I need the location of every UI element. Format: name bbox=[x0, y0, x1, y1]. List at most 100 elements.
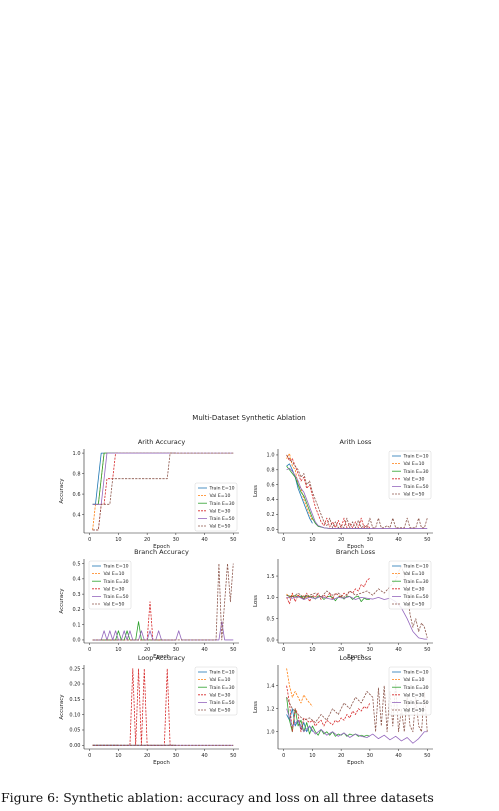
arith-loss-ylabel: Loss bbox=[253, 485, 259, 497]
branch-loss-ytick-label: 0.5 bbox=[267, 616, 275, 622]
arith-loss-legend-label: Train E=30 bbox=[403, 469, 429, 475]
loop-loss-legend-label: Train E=30 bbox=[403, 685, 429, 691]
loop-loss-series-2 bbox=[287, 668, 313, 706]
arith-accuracy-ytick-label: 0.6 bbox=[73, 492, 81, 498]
branch-loss-legend-label: Train E=50 bbox=[403, 594, 429, 600]
branch-accuracy-xtick-label: 40 bbox=[201, 647, 207, 653]
arith-accuracy-xtick-label: 50 bbox=[230, 537, 236, 543]
arith-accuracy-xtick-label: 10 bbox=[115, 537, 121, 543]
branch-accuracy-xtick-label: 30 bbox=[173, 647, 179, 653]
arith-loss-ytick-label: 0.4 bbox=[267, 497, 275, 503]
branch-accuracy-ytick-label: 0.3 bbox=[73, 592, 81, 598]
arith-accuracy-xtick-label: 0 bbox=[88, 537, 91, 543]
loop-loss-ytick-label: 1.0 bbox=[267, 729, 275, 735]
arith-accuracy-ylabel: Accuracy bbox=[59, 478, 65, 504]
loop-accuracy-legend-label: Train E=10 bbox=[209, 670, 235, 676]
loop-accuracy-ytick-label: 0.00 bbox=[69, 743, 80, 749]
branch-accuracy-legend-label: Val E=50 bbox=[104, 602, 125, 608]
branch-loss-ytick-label: 1.5 bbox=[267, 574, 275, 580]
arith-accuracy-ytick-label: 0.8 bbox=[73, 471, 81, 477]
arith-accuracy-series-1 bbox=[93, 453, 119, 504]
loop-accuracy-xtick-label: 20 bbox=[144, 753, 150, 759]
arith-loss-xtick-label: 50 bbox=[424, 537, 430, 543]
branch-accuracy-panel: Branch Accuracy 0 10 20 30 40 50 0.0 0.1 0.2 0.3 0.… bbox=[59, 548, 239, 660]
loop-loss-xtick-label: 30 bbox=[367, 753, 373, 759]
arith-accuracy-series-4 bbox=[93, 453, 176, 530]
loop-accuracy-title: Loop Accuracy bbox=[138, 654, 185, 662]
branch-loss-xtick-label: 50 bbox=[424, 647, 430, 653]
arith-loss-ytick-label: 0.8 bbox=[267, 468, 275, 474]
branch-accuracy-legend-label: Val E=30 bbox=[104, 586, 125, 592]
branch-accuracy-legend-label: Train E=50 bbox=[103, 594, 129, 600]
loop-loss-xtick-label: 0 bbox=[282, 753, 285, 759]
arith-loss-xtick-label: 20 bbox=[338, 537, 344, 543]
arith-accuracy-xtick-label: 30 bbox=[173, 537, 179, 543]
arith-accuracy-legend-label: Train E=30 bbox=[209, 501, 235, 507]
arith-loss-legend-label: Val E=50 bbox=[404, 492, 425, 498]
branch-loss-ytick-label: 0.0 bbox=[267, 638, 275, 644]
arith-loss-legend-label: Val E=30 bbox=[404, 476, 425, 482]
loop-accuracy-xtick-label: 30 bbox=[173, 753, 179, 759]
arith-loss-legend-label: Train E=10 bbox=[403, 454, 429, 460]
arith-accuracy-title: Arith Accuracy bbox=[138, 438, 185, 446]
loop-loss-title: Loop Loss bbox=[340, 654, 373, 662]
branch-accuracy-ytick-label: 0.0 bbox=[73, 638, 81, 644]
loop-loss-legend-label: Val E=10 bbox=[404, 677, 425, 683]
loop-accuracy-legend-label: Val E=30 bbox=[210, 692, 231, 698]
branch-loss-legend-label: Val E=10 bbox=[404, 571, 425, 577]
branch-loss-xtick-label: 20 bbox=[338, 647, 344, 653]
loop-loss-xlabel: Epoch bbox=[347, 760, 364, 766]
arith-loss-series-2 bbox=[287, 453, 313, 520]
loop-accuracy-ytick-label: 0.25 bbox=[69, 666, 80, 672]
loop-accuracy-panel: Loop Accuracy0 10 20 30 40 500.000.050.100.15… bbox=[59, 654, 239, 766]
branch-loss-ytick-label: 1.0 bbox=[267, 595, 275, 601]
loop-accuracy-legend-label: Train E=50 bbox=[209, 700, 235, 706]
loop-accuracy-legend-label: Val E=50 bbox=[210, 708, 231, 714]
loop-loss-xtick-label: 20 bbox=[338, 753, 344, 759]
arith-loss-xtick-label: 0 bbox=[282, 537, 285, 543]
loop-loss-legend-label: Val E=50 bbox=[404, 708, 425, 714]
branch-loss-legend-label: Val E=50 bbox=[404, 602, 425, 608]
branch-loss-ylabel: Loss bbox=[253, 595, 259, 607]
loop-loss-xtick-label: 40 bbox=[395, 753, 401, 759]
loop-loss-xtick-label: 50 bbox=[424, 753, 430, 759]
branch-loss-legend-label: Train E=10 bbox=[403, 564, 429, 570]
branch-accuracy-xtick-label: 10 bbox=[115, 647, 121, 653]
figure-caption-text: Figure 6: Synthetic ablation: accuracy a… bbox=[1, 790, 434, 805]
branch-accuracy-xtick-label: 0 bbox=[88, 647, 91, 653]
branch-accuracy-ytick-label: 0.1 bbox=[73, 622, 81, 628]
loop-loss-legend-label: Val E=30 bbox=[404, 692, 425, 698]
arith-accuracy-xtick-label: 40 bbox=[201, 537, 207, 543]
arith-loss-legend-label: Val E=10 bbox=[404, 461, 425, 467]
branch-loss-title: Branch Loss bbox=[336, 548, 376, 556]
loop-accuracy-xtick-label: 50 bbox=[230, 753, 236, 759]
loop-loss-ytick-label: 1.4 bbox=[267, 683, 275, 689]
loop-loss-legend-label: Train E=10 bbox=[403, 670, 429, 676]
loop-loss-series-3 bbox=[287, 697, 370, 736]
arith-loss-ytick-label: 0.2 bbox=[267, 512, 275, 518]
arith-accuracy-legend-label: Val E=10 bbox=[210, 493, 231, 499]
branch-loss-series-4 bbox=[287, 578, 370, 604]
arith-accuracy-ytick-label: 0.4 bbox=[73, 512, 81, 518]
loop-loss-panel: Loop Loss 0 10 20 30 40 50 1.0 1.2 1.4 Epoch Loss Tr… bbox=[253, 654, 433, 766]
arith-accuracy-legend-label: Val E=30 bbox=[210, 508, 231, 514]
arith-loss-xtick-label: 10 bbox=[309, 537, 315, 543]
branch-accuracy-ytick-label: 0.4 bbox=[73, 577, 81, 583]
loop-accuracy-legend-label: Train E=30 bbox=[209, 685, 235, 691]
arith-accuracy-legend-label: Train E=50 bbox=[209, 516, 235, 522]
loop-loss-ytick-label: 1.2 bbox=[267, 706, 275, 712]
arith-loss-title: Arith Loss bbox=[340, 438, 373, 446]
loop-loss-ylabel: Loss bbox=[253, 701, 259, 713]
arith-loss-ytick-label: 0.6 bbox=[267, 482, 275, 488]
arith-accuracy-legend-label: Train E=10 bbox=[209, 486, 235, 492]
branch-accuracy-legend-label: Train E=30 bbox=[103, 579, 129, 585]
loop-accuracy-ytick-label: 0.10 bbox=[69, 712, 80, 718]
branch-accuracy-series-3 bbox=[93, 622, 176, 640]
loop-accuracy-ytick-label: 0.05 bbox=[69, 728, 80, 734]
loop-accuracy-xtick-label: 40 bbox=[201, 753, 207, 759]
branch-accuracy-ytick-label: 0.2 bbox=[73, 607, 81, 613]
branch-accuracy-ylabel: Accuracy bbox=[59, 588, 65, 614]
branch-accuracy-series-5 bbox=[93, 622, 234, 640]
branch-accuracy-title: Branch Accuracy bbox=[134, 548, 189, 556]
